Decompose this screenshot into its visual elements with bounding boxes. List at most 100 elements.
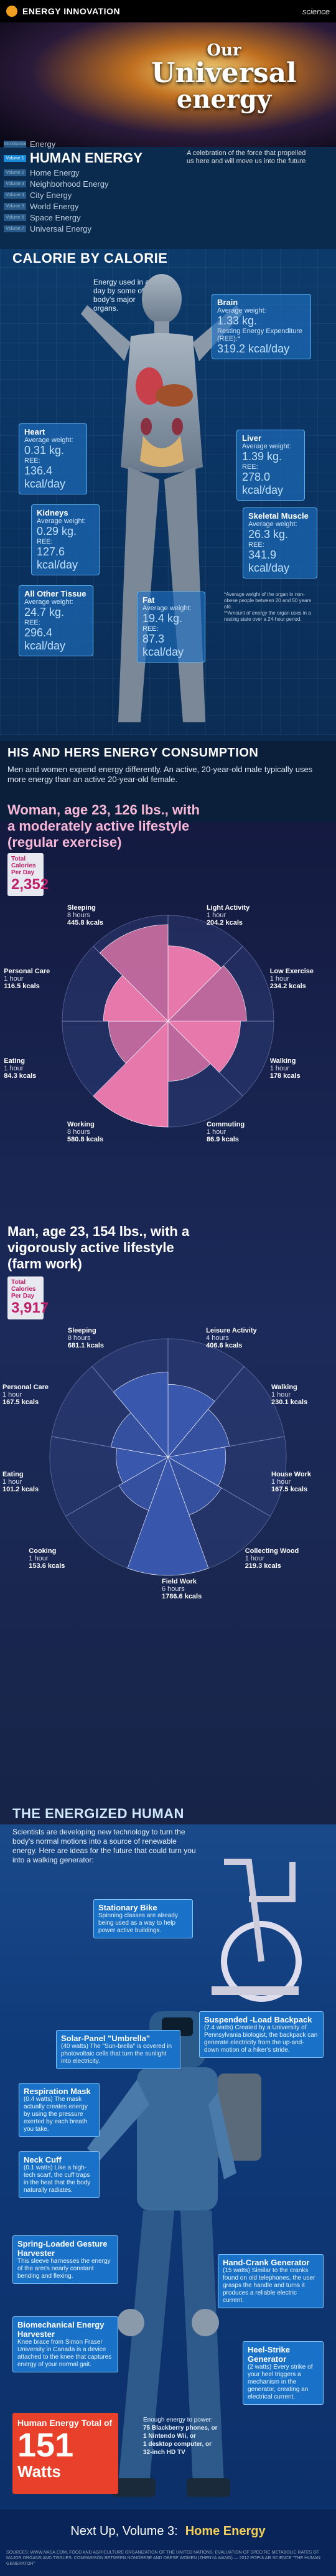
organ-card-heart: Heart Average weight: 0.31 kg. REE: 136.… [19,423,87,494]
slice-kcal: 681.1 kcals [67,1341,104,1349]
calorie-intro: Energy used in a day by some of the body… [93,278,157,313]
volume-item-current[interactable]: Volume 1 Human Energy [4,149,166,167]
backpack-card: Suspended -Load Backpack (7.4 watts) Cre… [199,2011,324,2058]
slice-time: 8 hours [67,1128,90,1136]
pie-slice-label: Field Work 6 hours 1786.6 kcals [162,1578,224,1600]
volume-item[interactable]: Volume 3 Neighborhood Energy [4,178,166,189]
slice-kcal: 101.2 kcals [2,1486,39,1494]
man-header: Man, age 23, 154 lbs., with a vigorously… [7,1224,190,1271]
slice-kcal: 580.8 kcals [67,1135,104,1143]
sources-text: SOURCES: WWW.NASA.COM, FOOD AND AGRICULT… [6,2550,320,2566]
slice-name: Eating [4,1057,25,1065]
slice-kcal: 1786.6 kcals [162,1593,202,1600]
slice-time: 6 hours [162,1585,185,1593]
volume-item[interactable]: Volume 7 Universal Energy [4,223,166,234]
heel-strike-card: Heel-Strike Generator (2 watts) Every st… [243,2341,324,2405]
organ-card-skeletal-muscle: Skeletal Muscle Average weight: 26.3 kg.… [243,507,317,578]
pie-slice [93,1021,169,1128]
slice-kcal: 167.5 kcals [271,1486,308,1494]
pie-slice [127,1456,209,1576]
hero-title-line2: Universal [151,57,297,89]
slice-kcal: 204.2 kcals [206,919,243,927]
his-hers-section [0,741,336,822]
hero-title: Our Universal energy [131,41,317,112]
pie-slice-label: Sleeping 8 hours 681.1 kcals [68,1327,130,1349]
enough-power-list: Enough energy to power: 75 Blackberry ph… [143,2417,218,2456]
top-bar: ENERGY INNOVATION science [0,0,336,22]
slice-time: 1 hour [245,1555,264,1563]
slice-name: Sleeping [67,904,96,912]
pie-slice-label: Eating 1 hour 84.3 kcals [4,1057,66,1080]
volume-item[interactable]: Volume 2 Home Energy [4,167,166,178]
hero-banner: Our Universal energy [0,22,336,147]
stationary-bike-image [212,1859,302,2002]
pie-slice [167,1456,222,1516]
slice-time: 8 hours [67,1334,91,1342]
pie-slice-label: Commuting 1 hour 86.9 kcals [207,1121,269,1143]
slice-time: 1 hour [4,1064,24,1072]
his-hers-title: HIS AND HERS ENERGY CONSUMPTION [7,746,259,760]
slice-time: 1 hour [206,1128,226,1136]
slice-name: Commuting [206,1120,245,1128]
slice-name: Working [67,1120,95,1128]
energized-intro: Scientists are developing new technology… [12,1828,196,1864]
brand-title: ENERGY INNOVATION [22,6,121,16]
calorie-title: CALORIE BY CALORIE [12,250,168,266]
volume-item[interactable]: Volume 6 Space Energy [4,212,166,223]
pie-slice-label: Working 8 hours 580.8 kcals [67,1121,129,1143]
pie-slice [111,1412,169,1458]
slice-time: 1 hour [2,1478,22,1486]
calorie-footnote: *Average weight of the organ in non-obes… [224,592,312,622]
pie-slice [167,1021,241,1073]
slice-time: 1 hour [271,1478,291,1486]
pie-slice-label: Cooking 1 hour 153.6 kcals [29,1547,91,1570]
organ-card-fat: Fat Average weight: 19.4 kg. REE: 87.3 k… [137,592,205,663]
volume-item[interactable]: Introduction Energy [4,139,56,149]
pie-slice-label: Light Activity 1 hour 204.2 kcals [207,904,269,927]
woman-total-box: Total Calories Per Day 2,352 [7,853,49,896]
slice-time: 8 hours [67,912,90,920]
organ-card-liver: Liver Average weight: 1.39 kg. REE: 278.… [236,430,305,501]
slice-time: 1 hour [271,1391,291,1399]
slice-time: 1 hour [269,975,289,983]
neck-cuff-card: Neck Cuff (0.1 watts) Like a high-tech s… [19,2151,100,2198]
slice-name: Field Work [162,1578,197,1585]
slice-kcal: 167.5 kcals [2,1399,39,1406]
volume-item[interactable]: Volume 5 World Energy [4,201,166,212]
gesture-harvester-card: Spring-Loaded Gesture Harvester This sle… [12,2235,118,2284]
woman-header: Woman, age 23, 126 lbs., with a moderate… [7,802,200,850]
energized-human-figure [87,2011,261,2497]
stationary-bike-card: Stationary Bike Spinning classes are alr… [93,1899,193,1938]
organ-card-other-tissue: All Other Tissue Average weight: 24.7 kg… [19,585,93,656]
slice-time: 1 hour [29,1555,49,1563]
pie-slice [167,1446,226,1486]
volume-item[interactable]: Volume 4 City Energy [4,189,166,201]
slice-time: 1 hour [206,912,226,920]
organ-card-kidneys: Kidneys Average weight: 0.29 kg. REE: 12… [31,504,100,575]
human-energy-total-box: Human Energy Total of 151 Watts [12,2413,118,2494]
pie-slice-label: Personal Care 1 hour 167.5 kcals [2,1384,65,1406]
slice-time: 1 hour [269,1064,289,1072]
pie-slice-label: Personal Care 1 hour 116.5 kcals [4,968,66,990]
pie-slice-label: Leisure Activity 4 hours 406.6 kcals [206,1327,268,1349]
slice-name: Leisure Activity [206,1326,257,1334]
pie-slice [118,1456,169,1511]
next-up-banner[interactable]: Next Up, Volume 3: Home Energy [0,2516,336,2547]
pie-slice [167,945,222,1022]
slice-name: Eating [2,1471,24,1479]
slice-kcal: 178 kcals [269,1072,301,1080]
slice-kcal: 84.3 kcals [4,1072,37,1080]
biomechanical-harvester-card: Biomechanical Energy Harvester Knee brac… [12,2316,118,2372]
slice-kcal: 153.6 kcals [29,1562,65,1570]
slice-kcal: 406.6 kcals [206,1341,243,1349]
woman-pie-chart [62,915,274,1128]
pie-slice [108,1021,169,1064]
man-pie-chart [49,1338,287,1576]
hero-title-line1: Our [207,41,241,60]
pie-slice-label: Walking 1 hour 230.1 kcals [271,1384,334,1406]
slice-kcal: 219.3 kcals [245,1562,281,1570]
man-total-box: Total Calories Per Day 3,917 [7,1276,49,1319]
slice-name: House Work [271,1471,311,1479]
volume-list: Introduction Energy Volume 1 Human Energy … [4,138,166,234]
pie-slice [167,1384,215,1458]
